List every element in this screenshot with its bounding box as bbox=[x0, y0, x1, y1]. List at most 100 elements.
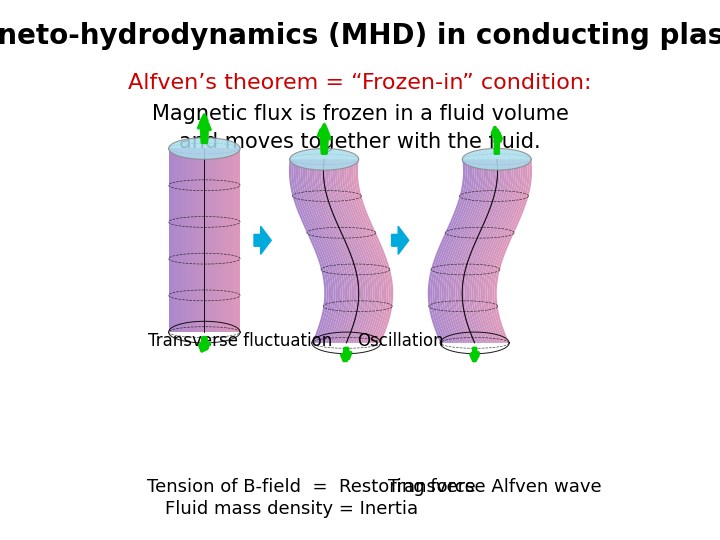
Text: Transverse Alfven wave: Transverse Alfven wave bbox=[388, 478, 601, 496]
Polygon shape bbox=[238, 148, 240, 332]
Polygon shape bbox=[490, 159, 528, 343]
Polygon shape bbox=[190, 148, 192, 332]
Polygon shape bbox=[226, 148, 228, 332]
Polygon shape bbox=[168, 148, 171, 332]
Polygon shape bbox=[296, 159, 333, 343]
Polygon shape bbox=[478, 159, 516, 343]
Text: Fluid mass density = Inertia: Fluid mass density = Inertia bbox=[166, 500, 418, 517]
Polygon shape bbox=[481, 159, 518, 343]
Polygon shape bbox=[174, 148, 176, 332]
Polygon shape bbox=[289, 159, 327, 343]
Polygon shape bbox=[312, 159, 349, 343]
Polygon shape bbox=[302, 159, 341, 343]
Polygon shape bbox=[188, 148, 190, 332]
Polygon shape bbox=[221, 148, 223, 332]
Polygon shape bbox=[462, 159, 500, 343]
Polygon shape bbox=[178, 148, 181, 332]
Polygon shape bbox=[460, 159, 498, 343]
Polygon shape bbox=[207, 148, 209, 332]
Polygon shape bbox=[495, 159, 532, 343]
Polygon shape bbox=[335, 159, 372, 343]
Polygon shape bbox=[181, 148, 183, 332]
Polygon shape bbox=[351, 159, 389, 343]
Polygon shape bbox=[209, 148, 212, 332]
Polygon shape bbox=[199, 148, 202, 332]
Polygon shape bbox=[469, 159, 507, 343]
Polygon shape bbox=[294, 159, 331, 343]
Polygon shape bbox=[325, 159, 364, 343]
Polygon shape bbox=[317, 159, 354, 343]
Polygon shape bbox=[446, 159, 484, 343]
Polygon shape bbox=[314, 159, 352, 343]
Polygon shape bbox=[333, 159, 370, 343]
Polygon shape bbox=[435, 159, 472, 343]
Polygon shape bbox=[328, 159, 366, 343]
Polygon shape bbox=[310, 159, 347, 343]
Polygon shape bbox=[464, 159, 502, 343]
FancyArrow shape bbox=[392, 226, 409, 254]
Polygon shape bbox=[228, 148, 230, 332]
Text: Magneto-hydrodynamics (MHD) in conducting plasmas: Magneto-hydrodynamics (MHD) in conductin… bbox=[0, 22, 720, 50]
Polygon shape bbox=[472, 159, 509, 343]
Polygon shape bbox=[235, 148, 238, 332]
Text: Tension of B-field  =  Restoring force: Tension of B-field = Restoring force bbox=[148, 478, 476, 496]
Polygon shape bbox=[307, 159, 345, 343]
Polygon shape bbox=[346, 159, 384, 343]
Polygon shape bbox=[449, 159, 486, 343]
Text: Magnetic flux is frozen in a fluid volume
and moves together with the fluid.: Magnetic flux is frozen in a fluid volum… bbox=[152, 104, 568, 152]
Polygon shape bbox=[432, 159, 470, 343]
Polygon shape bbox=[176, 148, 178, 332]
Polygon shape bbox=[462, 148, 531, 170]
Polygon shape bbox=[441, 159, 479, 343]
Polygon shape bbox=[230, 148, 233, 332]
Polygon shape bbox=[485, 159, 523, 343]
Polygon shape bbox=[171, 148, 174, 332]
Polygon shape bbox=[305, 159, 343, 343]
Polygon shape bbox=[340, 159, 377, 343]
Polygon shape bbox=[214, 148, 216, 332]
Polygon shape bbox=[212, 148, 214, 332]
Text: Alfven’s theorem = “Frozen-in” condition:: Alfven’s theorem = “Frozen-in” condition… bbox=[128, 73, 592, 93]
Polygon shape bbox=[337, 159, 375, 343]
Polygon shape bbox=[185, 148, 188, 332]
Polygon shape bbox=[492, 159, 530, 343]
Polygon shape bbox=[204, 148, 207, 332]
FancyArrow shape bbox=[254, 226, 271, 254]
Polygon shape bbox=[342, 159, 379, 343]
Polygon shape bbox=[289, 148, 359, 170]
Polygon shape bbox=[476, 159, 513, 343]
Polygon shape bbox=[298, 159, 336, 343]
Polygon shape bbox=[219, 148, 221, 332]
Polygon shape bbox=[300, 159, 338, 343]
Polygon shape bbox=[183, 148, 185, 332]
Polygon shape bbox=[168, 138, 240, 159]
Text: Oscillation: Oscillation bbox=[356, 332, 444, 350]
Polygon shape bbox=[197, 148, 199, 332]
Polygon shape bbox=[223, 148, 226, 332]
Polygon shape bbox=[453, 159, 490, 343]
Polygon shape bbox=[483, 159, 521, 343]
Polygon shape bbox=[428, 159, 465, 343]
Polygon shape bbox=[467, 159, 505, 343]
Polygon shape bbox=[321, 159, 359, 343]
Polygon shape bbox=[458, 159, 495, 343]
Polygon shape bbox=[233, 148, 235, 332]
Polygon shape bbox=[487, 159, 525, 343]
Polygon shape bbox=[430, 159, 468, 343]
Text: Transverse fluctuation: Transverse fluctuation bbox=[148, 332, 332, 350]
Polygon shape bbox=[439, 159, 477, 343]
Polygon shape bbox=[356, 159, 393, 343]
Polygon shape bbox=[291, 159, 329, 343]
Polygon shape bbox=[344, 159, 382, 343]
Polygon shape bbox=[348, 159, 387, 343]
Polygon shape bbox=[192, 148, 195, 332]
Polygon shape bbox=[323, 159, 361, 343]
Polygon shape bbox=[437, 159, 474, 343]
Polygon shape bbox=[451, 159, 488, 343]
Polygon shape bbox=[216, 148, 219, 332]
Polygon shape bbox=[202, 148, 204, 332]
Polygon shape bbox=[354, 159, 391, 343]
Polygon shape bbox=[195, 148, 197, 332]
Polygon shape bbox=[330, 159, 368, 343]
Polygon shape bbox=[319, 159, 356, 343]
